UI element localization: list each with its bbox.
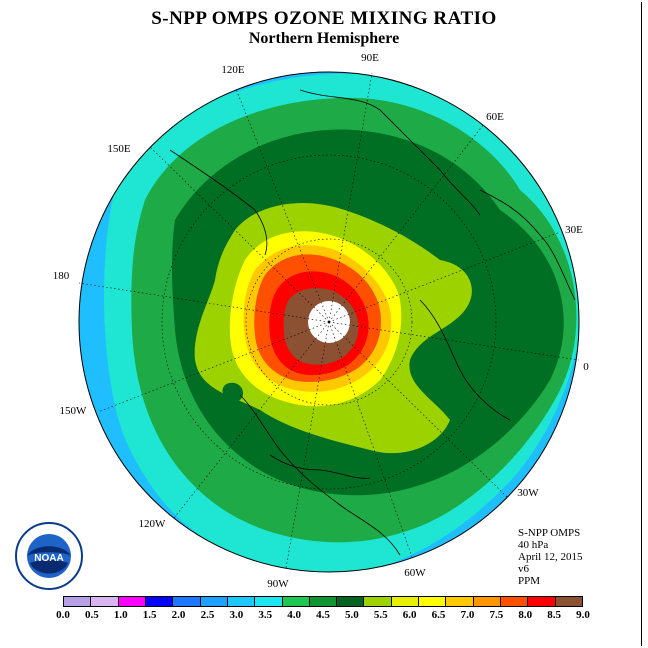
colorbar-tick-label: 4.0 xyxy=(287,609,301,621)
lon-label-0: 0 xyxy=(583,361,589,373)
frame-edge xyxy=(641,2,642,646)
colorbar xyxy=(63,596,583,607)
colorbar-tick-label: 5.0 xyxy=(345,609,359,621)
colorbar-segment xyxy=(419,597,447,606)
lon-label-150e: 150E xyxy=(107,143,131,155)
colorbar-segment xyxy=(118,597,146,606)
page-subtitle: Northern Hemisphere xyxy=(248,30,400,47)
lon-label-60w: 60W xyxy=(404,567,426,579)
colorbar-tick-label: 5.5 xyxy=(373,609,388,621)
info-units: PPM xyxy=(518,575,541,587)
colorbar-segment xyxy=(391,597,420,606)
lon-label-90e: 90E xyxy=(361,52,379,64)
lon-label-30e: 30E xyxy=(565,224,583,236)
svg-text:NOAA: NOAA xyxy=(34,553,63,564)
colorbar-segment xyxy=(364,597,392,606)
graticule xyxy=(78,72,580,569)
colorbar-tick-label: 9.0 xyxy=(576,609,590,621)
colorbar-segment xyxy=(473,597,501,606)
page-title: S-NPP OMPS OZONE MIXING RATIO xyxy=(151,8,497,29)
lon-label-30w: 30W xyxy=(517,487,539,499)
colorbar-tick-label: 1.0 xyxy=(113,609,128,621)
colorbar-tick-label: 4.5 xyxy=(316,609,330,621)
coastlines xyxy=(169,89,576,556)
colorbar-segment xyxy=(255,597,283,606)
map-boundary xyxy=(78,71,580,573)
colorbar-tick-label: 0.5 xyxy=(85,609,99,621)
info-instrument: S-NPP OMPS xyxy=(518,527,581,539)
colorbar-tick-label: 0.0 xyxy=(56,609,70,621)
colorbar-tick-label: 3.0 xyxy=(229,609,244,621)
info-level: 40 hPa xyxy=(518,539,549,551)
colorbar-tick-label: 8.0 xyxy=(518,609,533,621)
colorbar-tick-label: 6.5 xyxy=(431,609,446,621)
lon-label-180: 180 xyxy=(53,270,70,282)
ozone-patch-pacific xyxy=(222,382,244,402)
colorbar-segment xyxy=(91,597,119,606)
noaa-logo: NOAA xyxy=(15,522,83,590)
colorbar-tick-label: 7.0 xyxy=(460,609,475,621)
info-version: v6 xyxy=(518,563,529,575)
colorbar-tick-label: 8.5 xyxy=(547,609,561,621)
colorbar-segment xyxy=(501,597,529,606)
colorbar-tick-label: 2.5 xyxy=(200,609,215,621)
colorbar-tick-label: 7.5 xyxy=(489,609,504,621)
colorbar-segment xyxy=(309,597,338,606)
lon-label-90w: 90W xyxy=(267,578,289,590)
colorbar-tick-label: 6.0 xyxy=(402,609,417,621)
colorbar-segment xyxy=(145,597,174,606)
lon-label-120e: 120E xyxy=(221,64,245,76)
data-info: S-NPP OMPS 40 hPa April 12, 2015 v6 PPM xyxy=(518,527,582,587)
colorbar-segment xyxy=(446,597,474,606)
lon-label-150w: 150W xyxy=(60,405,88,417)
lon-label-60e: 60E xyxy=(486,111,504,123)
colorbar-segment xyxy=(64,597,92,606)
colorbar-tick-label: 1.5 xyxy=(142,609,157,621)
colorbar-segment xyxy=(173,597,201,606)
colorbar-segment xyxy=(337,597,365,606)
ozone-patch-europe xyxy=(411,259,456,309)
colorbar-segment xyxy=(200,597,228,606)
ozone-field xyxy=(79,72,579,572)
colorbar-tick-label: 2.0 xyxy=(171,609,186,621)
colorbar-segment xyxy=(555,597,582,606)
info-date: April 12, 2015 xyxy=(518,551,583,563)
colorbar-segment xyxy=(282,597,310,606)
colorbar-segment xyxy=(227,597,256,606)
colorbar-tick-label: 3.5 xyxy=(258,609,273,621)
lon-label-120w: 120W xyxy=(139,518,167,530)
colorbar-segment xyxy=(528,597,556,606)
colorbar-ticks: 0.0 0.5 1.0 1.5 2.0 2.5 3.0 3.5 4.0 4.5 5.0 5.5 6.0 6… xyxy=(56,609,590,623)
